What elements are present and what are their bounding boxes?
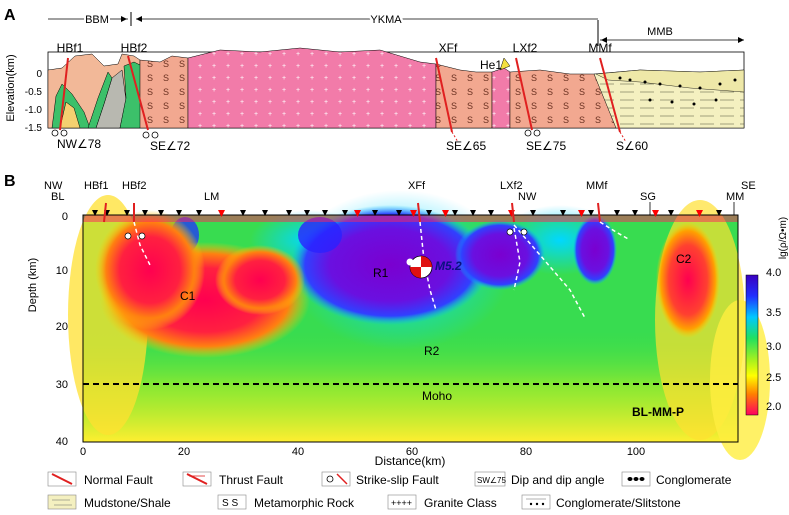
dip-label-0: NW∠78 [57, 137, 101, 151]
resistivity-section [68, 190, 770, 460]
fault-he1: He1 [480, 58, 502, 72]
profile-label: BL-MM-P [632, 405, 684, 419]
dip-label-1: SE∠72 [150, 139, 190, 153]
panel-a-letter: A [4, 7, 16, 24]
top-label-xff: XFf [408, 180, 426, 192]
panel-b-yticks: 0 10 20 30 40 [56, 211, 68, 448]
station-markers [92, 210, 722, 217]
fault-lxf2: LXf2 [513, 41, 538, 55]
panel-b-top-labels: NW BL HBf1 HBf2 LM XFf LXf2 NW MMf SG MM… [44, 180, 756, 215]
dip-label-3: SE∠75 [526, 139, 566, 153]
b-xtick-1: 20 [178, 446, 190, 458]
a-ytick-1: -0.5 [25, 87, 43, 98]
a-ytick-3: -1.5 [25, 123, 43, 134]
b-xtick-2: 40 [292, 446, 304, 458]
panel-b-letter: B [4, 173, 16, 190]
b-ytick-2: 20 [56, 321, 68, 333]
geologic-section [47, 47, 745, 143]
dip-label-4: S∠60 [616, 139, 648, 153]
top-label-sg: SG [640, 191, 656, 203]
region-labels: R1 C1 R2 C2 M5.2 [180, 252, 692, 358]
colorbar-tick-4: 2.0 [766, 401, 781, 413]
legend-granite-symbol: ++++ [391, 498, 412, 508]
legend-dip: Dip and dip angle [511, 473, 605, 487]
zone-ykma-label: YKMA [370, 14, 402, 26]
colorbar-tick-1: 3.5 [766, 307, 781, 319]
top-label-mm: MM [726, 191, 744, 203]
legend-thrust-fault: Thrust Fault [219, 473, 284, 487]
panel-b-xticks: 0 20 40 60 80 100 [80, 446, 645, 458]
b-ytick-0: 0 [62, 211, 68, 223]
a-ytick-0: 0 [36, 69, 42, 80]
top-label-lxf2: LXf2 [500, 180, 523, 192]
b-ytick-1: 10 [56, 265, 68, 277]
zone-mmb-label: MMB [647, 26, 673, 38]
moho-label: Moho [422, 389, 452, 403]
top-label-bl: BL [51, 191, 64, 203]
legend-metamorphic: Metamorphic Rock [254, 496, 355, 510]
b-ytick-3: 30 [56, 379, 68, 391]
b-xtick-3: 60 [406, 446, 418, 458]
b-ytick-4: 40 [56, 436, 68, 448]
colorbar-tick-2: 3.0 [766, 341, 781, 353]
a-ytick-2: -1.0 [25, 105, 43, 116]
region-r1: R1 [373, 266, 389, 280]
b-xtick-5: 100 [627, 446, 645, 458]
fault-mmf: MMf [588, 41, 612, 55]
legend-dip-icon: SW∠75 [477, 476, 507, 485]
legend-conglomerate-siltstone: Conglomerate/Slitstone [556, 496, 681, 510]
legend: Normal Fault Thrust Fault Strike-slip Fa… [47, 471, 732, 510]
top-label-nw-west: NW [44, 180, 63, 192]
top-label-hbf1: HBf1 [84, 180, 108, 192]
b-xtick-0: 0 [80, 446, 86, 458]
panel-a-yticks: 0 -0.5 -1.0 -1.5 [25, 69, 43, 134]
legend-conglomerate: Conglomerate [656, 473, 732, 487]
top-label-hbf2: HBf2 [122, 180, 146, 192]
fault-hbf2: HBf2 [121, 41, 148, 55]
panel-a-dip-labels: NW∠78 SE∠72 SE∠65 SE∠75 S∠60 [57, 137, 648, 153]
panel-b-xlabel: Distance(km) [375, 454, 446, 468]
top-label-mmf: MMf [586, 180, 608, 192]
legend-meta-symbol: S S [222, 498, 238, 509]
top-label-nw-east: NW [518, 191, 537, 203]
legend-mudstone: Mudstone/Shale [84, 496, 171, 510]
zone-mmb: MMB [597, 20, 744, 46]
zone-bbm: BBM [48, 12, 132, 28]
panel-b-ylabel: Depth (km) [27, 258, 39, 312]
region-c1: C1 [180, 289, 196, 303]
legend-strike-slip: Strike-slip Fault [356, 473, 439, 487]
zone-bbm-label: BBM [85, 14, 109, 26]
panel-a-ylabel: Elevation(km) [5, 54, 17, 121]
colorbar-label: lg(ρ/Ω•m) [778, 217, 789, 259]
region-r2: R2 [424, 344, 440, 358]
legend-normal-fault: Normal Fault [84, 473, 153, 487]
colorbar-tick-0: 4.0 [766, 267, 781, 279]
focal-mechanism-icon [406, 255, 433, 279]
colorbar-tick-3: 2.5 [766, 372, 781, 384]
colorbar: 4.0 3.5 3.0 2.5 2.0 lg(ρ/Ω•m) [745, 217, 789, 416]
dip-label-2: SE∠65 [446, 139, 486, 153]
panel-b-faults [103, 202, 631, 319]
top-label-lm: LM [204, 191, 219, 203]
fault-xff: XFf [439, 41, 458, 55]
region-c2: C2 [676, 252, 692, 266]
panel-a-fault-labels: HBf1 HBf2 XFf He1 LXf2 MMf [57, 41, 613, 72]
fault-hbf1: HBf1 [57, 41, 84, 55]
legend-granite: Granite Class [424, 496, 497, 510]
top-label-se: SE [741, 180, 756, 192]
event-label: M5.2 [435, 259, 462, 273]
zone-ykma: YKMA [136, 12, 598, 29]
b-xtick-4: 80 [520, 446, 532, 458]
